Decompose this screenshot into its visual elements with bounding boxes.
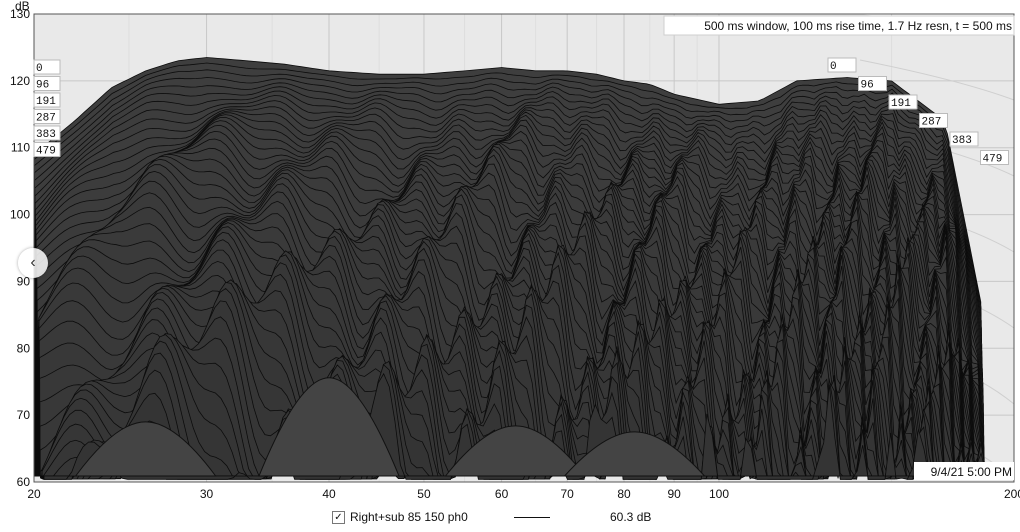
time-slice-labels: 0 0 96 96 191 191 287 287 383 383 479 479 [33, 57, 1009, 166]
time-slice-tag [33, 92, 61, 108]
x-tick-label: 200 [1004, 487, 1020, 501]
x-tick-label: 40 [322, 487, 336, 501]
x-tick-label: 70 [561, 487, 575, 501]
time-slice-label: 191 [891, 98, 911, 110]
waterfall-slices [33, 57, 992, 481]
info-text: 500 ms window, 100 ms rise time, 1.7 Hz … [704, 19, 1012, 33]
time-slice-label: 0 [36, 63, 43, 75]
time-slice-label: 479 [983, 154, 1003, 166]
time-slice-tag [33, 142, 61, 157]
time-slice-label: 96 [36, 80, 49, 92]
time-slice-tag [888, 94, 918, 110]
time-slice-label: 383 [952, 135, 972, 147]
y-tick-label: 70 [17, 408, 31, 422]
residual-peak [258, 377, 400, 477]
y-tick-label: 90 [17, 274, 31, 288]
legend-bar: ✓ Right+sub 85 150 ph0 60.3 dB [0, 505, 1020, 532]
y-unit-label: dB [15, 0, 30, 13]
y-tick-label: 80 [17, 341, 31, 355]
x-tick-label: 60 [495, 487, 509, 501]
y-tick-label: 60 [17, 475, 31, 489]
time-slice-tag [919, 113, 948, 128]
residual-peak [74, 421, 217, 477]
residual-peak [563, 431, 706, 477]
info-box: 500 ms window, 100 ms rise time, 1.7 Hz … [663, 15, 1015, 36]
time-slice-tag [33, 109, 61, 124]
x-tick-label: 80 [617, 487, 631, 501]
time-slice-label: 479 [36, 146, 56, 158]
x-tick-label: 90 [667, 487, 681, 501]
y-tick-label: 100 [10, 208, 30, 222]
legend-line-swatch [514, 517, 550, 518]
x-tick-label: 30 [200, 487, 214, 501]
plot-axes: 60 70 80 90 100 110 120 130 20 30 40 50 60 70 80 90 100 2… [10, 7, 1020, 501]
time-slice-label: 191 [36, 96, 56, 108]
waterfall-chart: 60 70 80 90 100 110 120 130 20 30 40 50 60 70 80 90 100 2… [9, 0, 1020, 501]
timestamp-box: 9/4/21 5:00 PM [914, 462, 1014, 480]
y-tick-label: 110 [11, 141, 30, 155]
time-slice-label: 287 [36, 113, 56, 125]
time-slice-label: 287 [922, 117, 942, 129]
legend-series-name: Right+sub 85 150 ph0 [350, 510, 468, 524]
y-tick-label: 130 [10, 7, 30, 21]
x-tick-label: 20 [27, 487, 41, 501]
x-tick-label: 50 [417, 487, 431, 501]
time-slice-tag [980, 150, 1009, 165]
time-slice-tag [33, 125, 61, 141]
chevron-left-icon[interactable]: ‹ [18, 248, 48, 278]
time-slice-tag [33, 59, 61, 75]
residual-peak [444, 425, 587, 477]
perspective-gridline [859, 59, 1015, 101]
time-slice-tag [949, 131, 979, 147]
legend-checkbox[interactable]: ✓ [332, 511, 345, 524]
timestamp-text: 9/4/21 5:00 PM [931, 465, 1012, 479]
time-slice-tag [827, 57, 857, 73]
x-tick-label: 100 [709, 487, 729, 501]
time-slice-tag [33, 76, 61, 91]
time-slice-label: 383 [36, 129, 56, 141]
time-slice-label: 96 [861, 80, 874, 92]
y-tick-label: 120 [10, 74, 30, 88]
waterfall-slice [43, 372, 992, 480]
time-slice-label: 0 [830, 61, 837, 73]
time-slice-tag [858, 76, 887, 91]
legend-value: 60.3 dB [610, 510, 652, 524]
